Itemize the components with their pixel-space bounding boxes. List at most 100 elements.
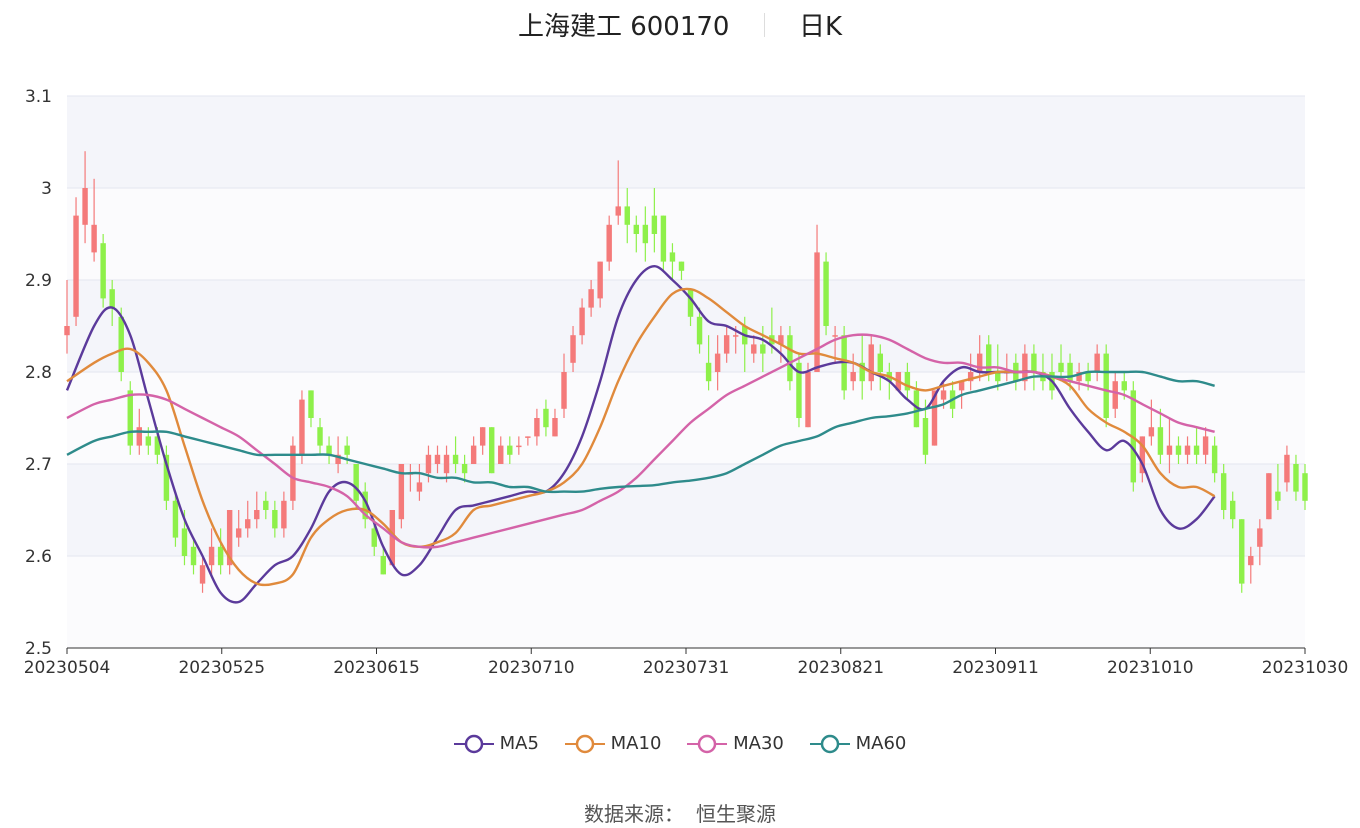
candle <box>525 436 531 438</box>
candle <box>714 353 721 372</box>
candle <box>805 372 811 428</box>
legend-item-ma5[interactable]: MA5 <box>453 733 539 754</box>
candle <box>534 418 540 437</box>
candle <box>624 206 630 225</box>
data-source-label: 数据来源： <box>584 802 684 826</box>
candle <box>1266 473 1272 520</box>
candle <box>199 565 206 584</box>
candle <box>687 289 694 317</box>
candle <box>1076 372 1082 382</box>
x-tick-label: 20230911 <box>952 658 1039 678</box>
candle <box>877 353 883 372</box>
candle <box>913 390 920 428</box>
candle <box>489 427 495 474</box>
candle <box>335 454 341 464</box>
y-tick-label: 2.8 <box>25 363 52 383</box>
x-tick-label: 20230710 <box>488 658 575 678</box>
candle <box>281 500 287 529</box>
candle <box>1193 445 1200 455</box>
candle <box>986 344 992 372</box>
candle <box>732 335 739 337</box>
legend-label-ma10: MA10 <box>610 733 662 754</box>
candle <box>317 427 323 446</box>
candle <box>904 372 911 391</box>
candle <box>470 445 477 464</box>
candle <box>498 445 504 464</box>
candle <box>136 427 143 446</box>
candle <box>552 418 558 437</box>
candle <box>669 252 676 262</box>
candle <box>931 390 938 446</box>
candle <box>181 528 188 556</box>
candle <box>705 362 712 382</box>
candle <box>967 372 974 382</box>
x-tick-label: 20230504 <box>24 658 111 678</box>
candle <box>91 224 97 253</box>
candle <box>633 224 640 234</box>
candle <box>190 546 197 566</box>
candle <box>642 224 649 244</box>
grid-band <box>67 96 1305 188</box>
candle <box>344 445 350 455</box>
candle <box>1293 464 1299 492</box>
candle <box>1211 445 1218 474</box>
candle <box>760 344 766 354</box>
title-separator <box>763 12 765 37</box>
candle <box>1058 362 1064 372</box>
candle <box>479 427 486 446</box>
legend-label-ma5: MA5 <box>499 733 539 754</box>
candle <box>226 510 233 566</box>
candle <box>1022 353 1028 382</box>
candle <box>326 445 332 455</box>
candle <box>118 316 124 372</box>
candle <box>1229 500 1236 520</box>
legend-item-ma10[interactable]: MA10 <box>564 733 662 754</box>
legend-item-ma60[interactable]: MA60 <box>809 733 906 754</box>
x-tick-label: 20231010 <box>1107 658 1194 678</box>
candle <box>751 344 757 354</box>
data-source: 数据来源： 恒生聚源 <box>0 798 1360 827</box>
grid-band <box>67 556 1305 648</box>
candle <box>1175 445 1182 455</box>
candle <box>416 482 423 492</box>
candle <box>172 500 179 538</box>
chart-title: 上海建工 600170 日K <box>0 6 1360 43</box>
candle <box>1302 473 1308 501</box>
candle <box>308 390 314 418</box>
legend-marker-ma10 <box>564 734 605 753</box>
candle <box>272 510 278 529</box>
data-source-value: 恒生聚源 <box>696 802 776 826</box>
candle <box>254 510 260 520</box>
candle <box>1121 381 1127 391</box>
candle <box>1202 436 1209 455</box>
candle <box>443 454 450 474</box>
candle <box>570 335 576 363</box>
candle <box>606 224 612 262</box>
candle <box>1103 353 1109 418</box>
candle <box>1257 528 1263 547</box>
legend-item-ma30[interactable]: MA30 <box>687 733 784 754</box>
candle <box>127 390 133 446</box>
candle <box>1166 445 1173 455</box>
candle <box>723 335 730 354</box>
candle <box>1139 436 1146 474</box>
candle <box>660 215 667 262</box>
series-line-ma30 <box>66 333 1215 549</box>
candle <box>814 252 820 372</box>
candle <box>976 353 983 372</box>
candle <box>588 289 594 308</box>
candle <box>208 546 215 566</box>
candle <box>380 556 386 575</box>
y-tick-label: 2.5 <box>25 639 52 659</box>
candle <box>1275 491 1281 501</box>
y-tick-label: 2.6 <box>25 547 52 567</box>
candle <box>1112 381 1118 409</box>
candle <box>832 335 838 337</box>
candle <box>796 362 802 418</box>
candle <box>507 445 513 455</box>
candle <box>579 307 585 336</box>
candle <box>1094 353 1100 372</box>
series-line-ma60 <box>66 370 1215 494</box>
candle <box>859 362 865 382</box>
